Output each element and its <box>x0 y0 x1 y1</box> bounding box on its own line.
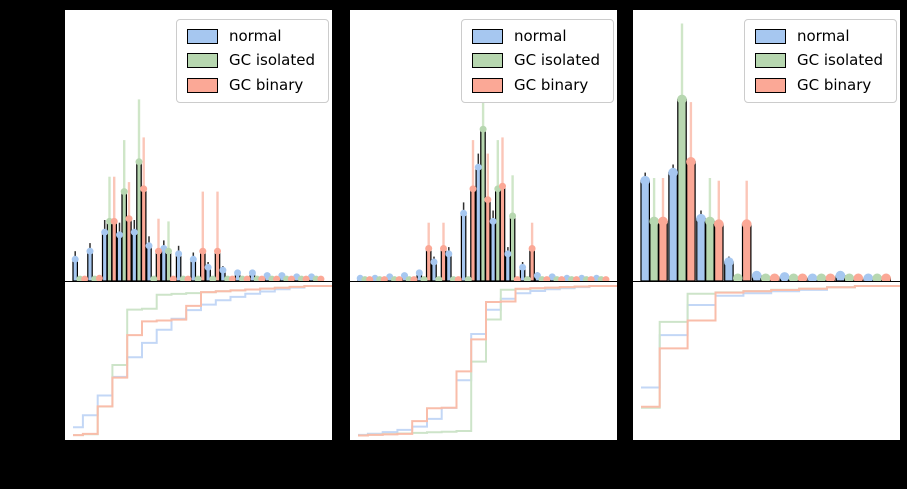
legend-entry-gc-isolated: GC isolated <box>754 51 883 70</box>
legend-swatch-normal <box>186 29 218 45</box>
legend-label-normal: normal <box>796 27 850 45</box>
legend-label-gc-binary: GC binary <box>228 75 304 94</box>
cdf-panel-3 <box>632 282 901 441</box>
legend-swatch-normal <box>754 29 786 45</box>
cdf-svg-2 <box>358 285 617 437</box>
cdf-panel-1 <box>64 282 333 441</box>
legend-entry-normal: normal <box>471 27 600 45</box>
legend-swatch-gc-binary <box>471 77 503 93</box>
legend-label-normal: normal <box>228 27 282 45</box>
legend-swatch-gc-binary <box>186 77 218 93</box>
panel-column-2: normal GC isolated GC binary <box>349 9 619 441</box>
histogram-svg-2 <box>356 89 610 281</box>
legend-label-gc-isolated: GC isolated <box>228 51 315 70</box>
legend-1: normal GC isolated GC binary <box>175 19 329 103</box>
histogram-panel-1: normal GC isolated GC binary <box>64 9 333 282</box>
legend-swatch-gc-isolated <box>754 53 786 69</box>
histogram-panel-2: normal GC isolated GC binary <box>349 9 618 282</box>
legend-swatch-gc-isolated <box>186 53 218 69</box>
legend-label-gc-isolated: GC isolated <box>513 51 600 70</box>
legend-swatch-gc-binary <box>754 77 786 93</box>
legend-entry-normal: normal <box>186 27 315 45</box>
cdf-svg-3 <box>641 285 900 409</box>
legend-entry-gc-binary: GC binary <box>471 75 600 94</box>
legend-swatch-gc-isolated <box>471 53 503 69</box>
legend-entry-gc-isolated: GC isolated <box>186 51 315 70</box>
cdf-panel-2 <box>349 282 618 441</box>
panel-column-1: normal GC isolated GC binary <box>64 9 334 441</box>
histogram-panel-3: normal GC isolated GC binary <box>632 9 901 282</box>
legend-label-normal: normal <box>513 27 567 45</box>
legend-entry-gc-isolated: GC isolated <box>471 51 600 70</box>
cdf-svg-1 <box>73 285 332 437</box>
panel-column-3: normal GC isolated GC binary <box>632 9 902 441</box>
legend-entry-gc-binary: GC binary <box>754 75 883 94</box>
histogram-svg-1 <box>71 99 325 281</box>
legend-entry-normal: normal <box>754 27 883 45</box>
legend-swatch-normal <box>471 29 503 45</box>
legend-label-gc-binary: GC binary <box>796 75 872 94</box>
legend-label-gc-isolated: GC isolated <box>796 51 883 70</box>
histogram-svg-3 <box>640 23 891 281</box>
legend-label-gc-binary: GC binary <box>513 75 589 94</box>
legend-entry-gc-binary: GC binary <box>186 75 315 94</box>
legend-2: normal GC isolated GC binary <box>460 19 614 103</box>
legend-3: normal GC isolated GC binary <box>743 19 897 103</box>
